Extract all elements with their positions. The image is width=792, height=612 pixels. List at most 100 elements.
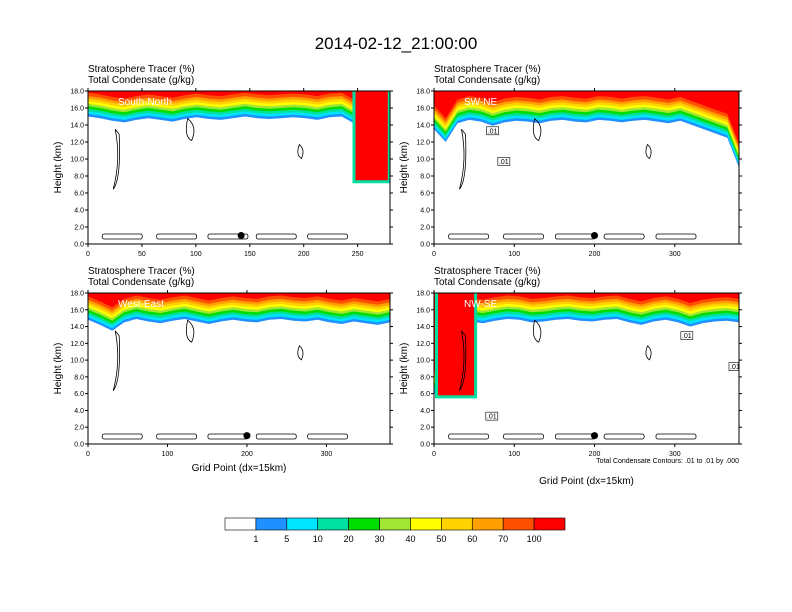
contour-label-2: .01 (730, 364, 740, 371)
x-tick-label-4: 200 (298, 251, 310, 258)
y-tick-label-3: 6.0 (74, 391, 84, 398)
plot-area (88, 293, 390, 444)
colorbar-swatch-3 (317, 517, 349, 531)
y-tick-label-4: 8.0 (74, 374, 84, 381)
colorbar-label-2: 10 (313, 534, 323, 544)
contour-cell-b (185, 319, 195, 343)
location-marker (591, 232, 599, 239)
plot-frame (87, 292, 391, 445)
tracer-plume-core (438, 293, 475, 396)
y-tick-label-3: 6.0 (420, 391, 430, 398)
contour-cell-a (459, 129, 467, 190)
y-tick-label-7: 14.0 (416, 324, 430, 331)
panel-label: South-North (118, 97, 172, 108)
tracer-band-0 (434, 293, 739, 394)
x-tick-label-1: 100 (508, 251, 520, 258)
y-tick-label-2: 4.0 (420, 208, 430, 215)
contour-low-2 (207, 233, 249, 240)
contour-low-3 (603, 233, 645, 240)
x-tick-label-0: 0 (432, 251, 436, 258)
colorbar-swatch-7 (441, 517, 473, 531)
colorbar-label-7: 60 (467, 534, 477, 544)
y-tick-label-1: 2.0 (420, 425, 430, 432)
tracer-band-1 (434, 293, 739, 392)
y-tick-label-3: 6.0 (74, 191, 84, 198)
contour-low-3 (255, 433, 297, 440)
contour-low-4 (307, 233, 349, 240)
contour-label-box-2 (728, 362, 739, 371)
y-tick-label-5: 10.0 (70, 157, 84, 164)
y-tick-label-2: 4.0 (74, 208, 84, 215)
colorbar-label-9: 100 (527, 534, 542, 544)
panel-title-line-1: Total Condensate (g/kg) (88, 75, 194, 86)
tracer-band-6 (434, 91, 739, 153)
panel-label: SW-NE (464, 97, 497, 108)
y-tick-label-9: 18.0 (416, 291, 430, 298)
y-axis-label: Height (km) (53, 142, 64, 194)
y-tick-label-8: 16.0 (416, 106, 430, 113)
colorbar-label-4: 30 (375, 534, 385, 544)
x-tick-label-2: 200 (589, 451, 601, 458)
colorbar-swatch-1 (255, 517, 288, 531)
y-tick-label-5: 10.0 (416, 358, 430, 365)
contour-low-4 (655, 433, 697, 440)
contour-cell-a (112, 129, 120, 190)
y-tick-label-6: 12.0 (416, 341, 430, 348)
y-axis-label: Height (km) (53, 343, 64, 395)
y-tick-label-3: 6.0 (420, 191, 430, 198)
plot-frame (87, 90, 391, 245)
plot-frame (433, 292, 740, 445)
contour-low-1 (156, 433, 198, 440)
panel-south-north: South-North 0 50 100 150 200 250 0.0 2.0 4.0 6.0 8.… (53, 64, 393, 258)
contour-low-1 (503, 233, 544, 240)
panel-nw-se: .01 .01 .01 NW-SE 0 100 200 300 0.0 2.0 4.0 6.0 8.0 1… (399, 266, 742, 487)
colorbar-swatch-5 (379, 517, 411, 531)
contour-cell-c (297, 345, 304, 361)
tracer-band-9 (88, 293, 390, 308)
colorbar-swatch-0 (224, 517, 257, 531)
x-tick-label-0: 0 (86, 451, 90, 458)
panel-title-line-0: Stratosphere Tracer (%) (434, 64, 541, 75)
y-tick-label-5: 10.0 (70, 358, 84, 365)
y-tick-label-6: 12.0 (70, 341, 84, 348)
x-tick-label-1: 50 (138, 251, 146, 258)
x-tick-label-3: 300 (669, 451, 681, 458)
contour-cell-b (185, 117, 195, 142)
colorbar-label-3: 20 (344, 534, 354, 544)
contour-label-box-1 (497, 157, 511, 166)
y-tick-label-2: 4.0 (420, 408, 430, 415)
y-tick-label-7: 14.0 (416, 123, 430, 130)
panel-title-line-0: Stratosphere Tracer (%) (434, 266, 541, 277)
main-title: 2014-02-12_21:00:00 (315, 34, 478, 53)
x-tick-label-1: 100 (162, 451, 174, 458)
colorbar-label-1: 5 (284, 534, 289, 544)
tracer-band-3 (88, 91, 390, 173)
x-tick-label-3: 150 (244, 251, 256, 258)
y-tick-label-1: 2.0 (74, 225, 84, 232)
condensate-contours (448, 319, 697, 440)
contour-low-0 (448, 433, 490, 440)
x-tick-label-0: 0 (432, 451, 436, 458)
plot-frame (433, 90, 740, 245)
contour-cell-b (532, 117, 542, 142)
colorbar: 1 5 10 20 30 40 50 60 70 100 (224, 517, 566, 544)
contour-low-3 (255, 233, 297, 240)
panel-title-line-1: Total Condensate (g/kg) (88, 277, 194, 288)
x-tick-label-5: 250 (352, 251, 364, 258)
x-tick-label-0: 0 (86, 251, 90, 258)
colorbar-label-5: 40 (405, 534, 415, 544)
plot-area: .01 .01 .01 (434, 293, 740, 444)
y-tick-label-5: 10.0 (416, 157, 430, 164)
y-tick-label-7: 14.0 (70, 123, 84, 130)
y-tick-label-1: 2.0 (74, 425, 84, 432)
location-marker (237, 232, 245, 239)
panel-label: NW-SE (464, 299, 497, 310)
contour-label-1: .01 (682, 333, 692, 340)
panel-title-line-1: Total Condensate (g/kg) (434, 75, 540, 86)
x-tick-label-2: 200 (589, 251, 601, 258)
contour-cell-b (532, 319, 542, 343)
y-tick-label-4: 8.0 (420, 374, 430, 381)
colorbar-swatch-6 (410, 517, 442, 531)
x-tick-label-3: 300 (669, 251, 681, 258)
